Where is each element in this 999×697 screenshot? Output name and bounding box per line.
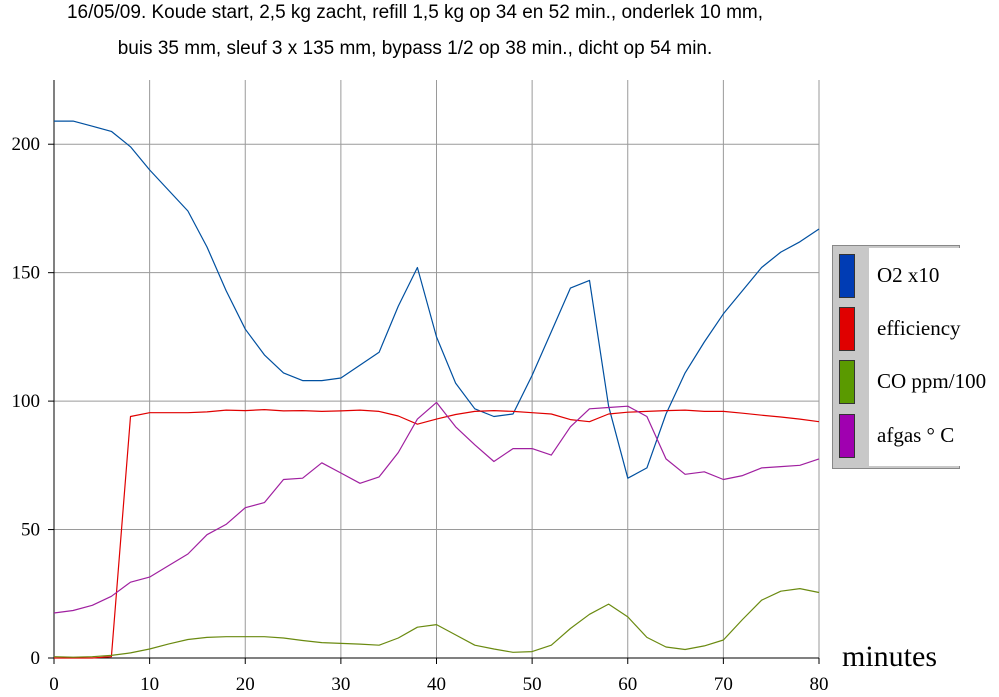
legend-label-co: CO ppm/100 — [877, 369, 987, 393]
x-axis-label: minutes — [842, 640, 937, 673]
legend-item-co: CO ppm/100 — [839, 360, 986, 404]
legend-item-o2: O2 x10 — [839, 254, 957, 298]
x-tick-label: 70 — [714, 674, 733, 695]
legend-swatch-afgas — [839, 414, 855, 458]
x-tick-label: 30 — [331, 674, 350, 695]
legend-label-afgas: afgas ° C — [877, 423, 955, 447]
series-line-3 — [53, 401, 820, 614]
series-line-0 — [54, 120, 820, 479]
chart-axes — [48, 80, 820, 664]
x-tick-label: 40 — [427, 674, 446, 695]
x-tick-label: 60 — [618, 674, 637, 695]
y-tick-label: 50 — [21, 520, 40, 541]
x-tick-label: 50 — [523, 674, 542, 695]
legend-label-panel — [869, 248, 993, 466]
tick-labels: 0 10 20 30 40 50 60 70 80 0 50 100 150 200 — [12, 134, 829, 695]
x-tick-label: 20 — [236, 674, 255, 695]
chart-series — [53, 120, 820, 659]
chart-legend: O2 x10 efficiency CO ppm/100 afgas ° C — [832, 245, 993, 469]
x-tick-label: 80 — [810, 674, 829, 695]
legend-item-afgas: afgas ° C — [839, 414, 957, 458]
legend-label-o2: O2 x10 — [877, 263, 940, 287]
legend-swatch-o2 — [839, 254, 855, 298]
legend-item-efficiency: efficiency — [839, 307, 961, 351]
y-tick-label: 150 — [12, 263, 41, 284]
grid-lines — [54, 80, 820, 658]
series-line-1 — [54, 409, 820, 659]
y-tick-label: 200 — [12, 134, 41, 155]
chart-title-line-1: 16/05/09. Koude start, 2,5 kg zacht, ref… — [66, 2, 763, 23]
legend-swatch-efficiency — [839, 307, 855, 351]
x-tick-label: 0 — [49, 674, 59, 695]
legend-swatch-co — [839, 360, 855, 404]
y-tick-label: 0 — [31, 648, 41, 669]
series-line-2 — [53, 587, 820, 658]
legend-label-efficiency: efficiency — [877, 316, 961, 340]
y-tick-label: 100 — [12, 391, 41, 412]
x-tick-label: 10 — [140, 674, 159, 695]
chart-title-line-2: buis 35 mm, sleuf 3 x 135 mm, bypass 1/2… — [117, 38, 713, 59]
